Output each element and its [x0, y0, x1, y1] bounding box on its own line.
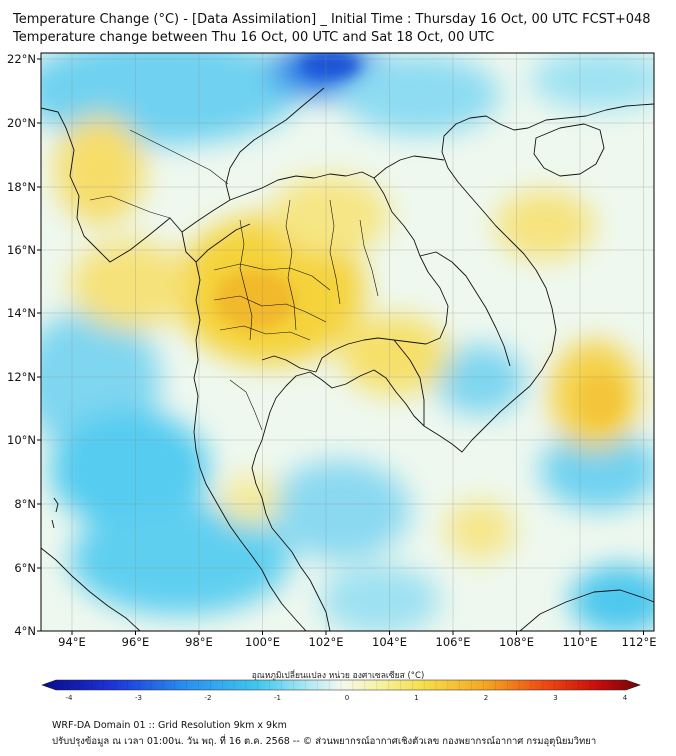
colorbar-label: อุณหภูมิเปลี่ยนแปลง หน่วย องศาเซลเซียส (… — [251, 671, 425, 681]
lon-tick-label: 106°E — [436, 635, 471, 649]
coastlines — [41, 87, 654, 631]
colorbar-ticks — [67, 680, 615, 690]
colorbar-tick-label: 2 — [484, 694, 488, 702]
lat-tick-label: 12°N — [7, 370, 36, 384]
longitude-labels: 94°E 96°E 98°E 100°E 102°E 104°E 106°E 1… — [58, 635, 656, 649]
colorbar-tick-label: 4 — [623, 694, 628, 702]
colorbar-bar — [41, 679, 641, 691]
lon-tick-label: 112°E — [622, 635, 657, 649]
colorbar-tick-label: -1 — [274, 694, 281, 702]
colorbar: -4 -3 -2 -1 0 1 2 3 4 — [41, 679, 641, 702]
lat-tick-label: 4°N — [14, 624, 36, 638]
lon-tick-label: 110°E — [563, 635, 598, 649]
colorbar-tick-label: -3 — [135, 694, 142, 702]
lat-tick-label: 14°N — [7, 306, 36, 320]
colorbar-tick-label: 1 — [414, 694, 418, 702]
footer-update-info: ปรับปรุงข้อมูล ณ เวลา 01:00น. วัน พฤ. ที… — [52, 736, 597, 747]
lat-tick-label: 22°N — [7, 52, 36, 66]
lon-tick-label: 108°E — [499, 635, 534, 649]
lon-tick-label: 96°E — [122, 635, 150, 649]
lat-tick-label: 10°N — [7, 433, 36, 447]
colorbar-tick-label: -4 — [66, 694, 74, 702]
temperature-field — [41, 53, 654, 631]
colorbar-tick-labels: -4 -3 -2 -1 0 1 2 3 4 — [66, 694, 628, 702]
lon-tick-label: 100°E — [245, 635, 280, 649]
lon-tick-label: 94°E — [58, 635, 86, 649]
latitude-labels: 22°N 20°N 18°N 16°N 14°N 12°N 10°N 8°N 6… — [7, 52, 36, 638]
footer-model-info: WRF-DA Domain 01 :: Grid Resolution 9km … — [52, 720, 287, 731]
lat-tick-label: 20°N — [7, 116, 36, 130]
lat-tick-label: 8°N — [14, 497, 36, 511]
lon-tick-label: 104°E — [372, 635, 407, 649]
lat-tick-label: 18°N — [7, 180, 36, 194]
colorbar-tick-label: -2 — [205, 694, 212, 702]
map-frame — [40, 52, 655, 632]
colorbar-tick-label: 3 — [553, 694, 557, 702]
map-gridlines — [41, 53, 654, 631]
map-subtitle: Temperature change between Thu 16 Oct, 0… — [13, 30, 495, 45]
map-title: Temperature Change (°C) - [Data Assimila… — [13, 12, 651, 27]
lon-tick-label: 102°E — [309, 635, 344, 649]
lon-tick-label: 98°E — [185, 635, 213, 649]
axis-ticks — [37, 58, 644, 635]
colorbar-tick-label: 0 — [345, 694, 349, 702]
lat-tick-label: 6°N — [14, 561, 36, 575]
lat-tick-label: 16°N — [7, 243, 36, 257]
